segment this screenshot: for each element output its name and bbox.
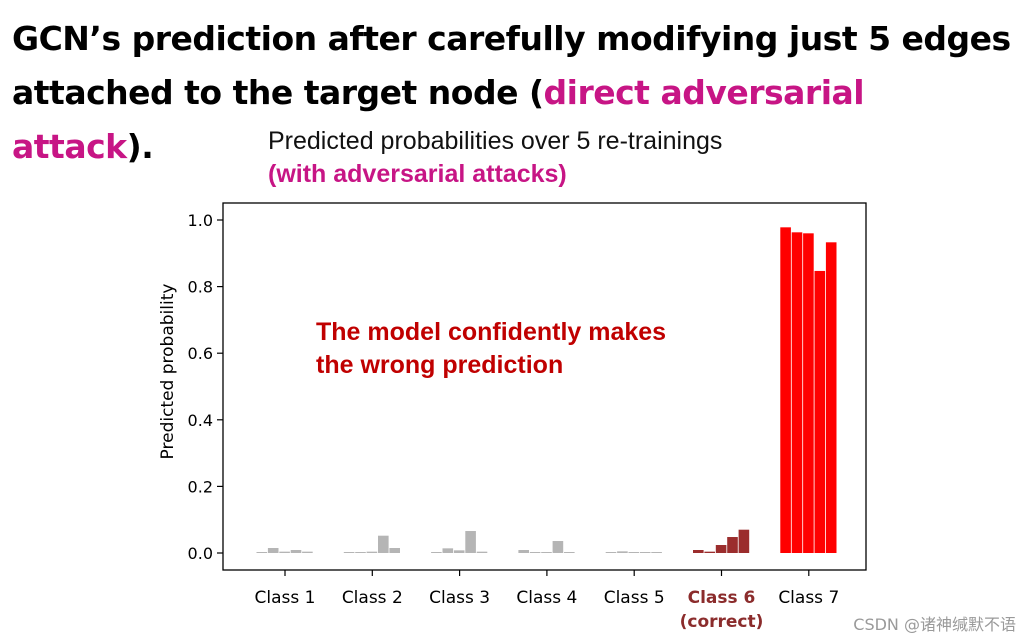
bar — [639, 552, 651, 553]
y-tick-label: 0.6 — [188, 344, 213, 363]
bar — [453, 550, 465, 553]
bar — [605, 552, 617, 553]
headline-accent: direct adversarial attack — [12, 73, 865, 166]
y-tick-label: 0.4 — [188, 411, 213, 430]
x-tick-label: Class 6 — [688, 588, 756, 608]
bar — [267, 548, 279, 553]
bar — [628, 552, 640, 553]
x-tick-label: Class 1 — [255, 588, 316, 608]
bar — [465, 531, 476, 553]
bar — [738, 529, 750, 553]
y-axis-label: Predicted probability — [158, 284, 178, 460]
bar — [693, 550, 704, 553]
bar — [431, 552, 442, 553]
x-tick-label: Class 5 — [604, 588, 665, 608]
bar — [715, 545, 727, 553]
plot-frame — [222, 202, 867, 571]
bar — [518, 550, 529, 553]
bar — [355, 552, 366, 553]
chart-subtitle: (with adversarial attacks) — [268, 160, 567, 188]
bar — [389, 548, 400, 553]
bar — [290, 550, 302, 553]
bar — [366, 551, 378, 553]
bar — [256, 552, 268, 553]
headline-line1: GCN’s prediction after carefully modifyi… — [12, 19, 1011, 58]
bar — [825, 242, 837, 553]
bar — [814, 270, 826, 553]
bar — [564, 552, 575, 553]
y-tick-label: 1.0 — [188, 211, 213, 230]
x-tick-label: Class 3 — [429, 588, 490, 608]
y-tick-label: 0.8 — [188, 278, 213, 297]
x-tick-label: Class 7 — [778, 588, 839, 608]
y-tick-label: 0.2 — [188, 477, 213, 496]
bar — [302, 551, 313, 553]
headline-line2-prefix: attached to the target node ( — [12, 73, 544, 112]
bar — [529, 552, 541, 553]
y-tick-label: 0.0 — [188, 544, 213, 563]
x-tick-label: Class 4 — [516, 588, 577, 608]
bar — [651, 552, 662, 553]
bar — [780, 227, 791, 554]
bar — [476, 551, 488, 553]
bar — [442, 548, 454, 553]
chart-title: Predicted probabilities over 5 re-traini… — [268, 127, 723, 155]
headline: GCN’s prediction after carefully modifyi… — [12, 12, 1016, 174]
bar — [378, 535, 389, 553]
headline-line2-suffix: ). — [126, 127, 154, 166]
bar — [704, 551, 715, 553]
bar — [791, 232, 803, 554]
bar — [541, 552, 552, 553]
annotation-line2: the wrong prediction — [316, 351, 564, 379]
watermark: CSDN @诸神缄默不语 — [853, 615, 1016, 634]
bar — [552, 541, 564, 553]
chart-annotation: The model confidently makes the wrong pr… — [316, 316, 666, 382]
annotation-line1: The model confidently makes — [316, 318, 667, 346]
bar — [343, 552, 355, 553]
x-tick-label: Class 2 — [342, 588, 403, 608]
bar — [617, 551, 628, 553]
x-tick-sublabel: (correct) — [680, 612, 764, 632]
bar — [803, 233, 814, 553]
bar — [727, 537, 738, 553]
bar — [279, 551, 290, 553]
